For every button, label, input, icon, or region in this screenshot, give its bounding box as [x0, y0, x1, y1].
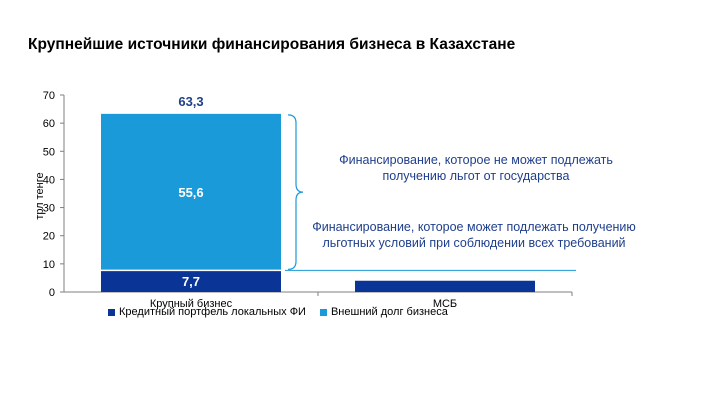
bar-segment	[101, 113, 281, 271]
y-tick-label: 30	[43, 203, 55, 215]
legend-label-local-loans: Кредитный портфель локальных ФИ	[119, 306, 306, 318]
legend: Кредитный портфель локальных ФИ Внешний …	[108, 306, 448, 318]
bar-total-label: 63,3	[178, 94, 203, 109]
y-tick-label: 20	[43, 231, 55, 243]
y-tick-label: 50	[43, 146, 55, 158]
y-tick-label: 60	[43, 118, 55, 130]
x-category-label: Крупный бизнес	[150, 298, 233, 310]
bar-segment	[355, 280, 535, 292]
legend-swatch-external-debt	[319, 308, 327, 316]
y-tick-label: 70	[43, 90, 55, 102]
annotation-benefits: Финансирование, которое может подлежать …	[312, 220, 636, 250]
legend-item-external-debt: Внешний долг бизнеса	[319, 306, 448, 318]
legend-swatch-local-loans	[108, 308, 115, 316]
y-axis-label: трл тенге	[34, 172, 46, 220]
bar-data-label: 55,6	[178, 185, 203, 200]
bar-data-label: 7,7	[182, 274, 200, 289]
chart-title: Крупнейшие источники финансирования бизн…	[28, 36, 516, 53]
annotation-no-benefits: Финансирование, которое не может подлежа…	[339, 153, 613, 183]
bar-segment	[101, 270, 281, 292]
y-tick-label: 0	[49, 287, 55, 299]
y-tick-label: 40	[43, 174, 55, 186]
annotation-bracket	[287, 114, 304, 270]
y-tick-label: 10	[43, 259, 55, 271]
legend-item-local-loans: Кредитный портфель локальных ФИ	[108, 306, 306, 318]
legend-label-external-debt: Внешний долг бизнеса	[330, 306, 448, 318]
x-category-label: МСБ	[433, 298, 457, 310]
